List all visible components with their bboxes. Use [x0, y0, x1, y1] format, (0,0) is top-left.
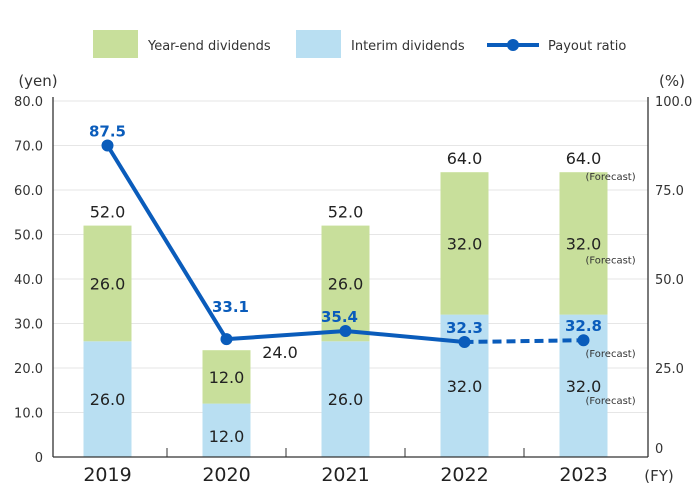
payout-line-segment — [345, 328, 465, 345]
label-year-end: 26.0 — [328, 274, 364, 293]
bar-year-end-2022 — [440, 172, 489, 315]
legend-label-interim: Interim dividends — [351, 39, 465, 54]
left-tick-label: 60.0 — [14, 184, 43, 199]
x-tick-label: 2020 — [202, 464, 250, 486]
forecast-note-total: (Forecast) — [586, 172, 636, 183]
x-axis-unit-label: (FY) — [644, 467, 674, 485]
bar-year-end-2021 — [321, 225, 370, 342]
payout-line-segment-forecast — [464, 338, 584, 345]
x-tick-label: 2023 — [559, 464, 607, 486]
label-year-end: 32.0 — [566, 234, 602, 253]
label-year-end: 26.0 — [90, 274, 126, 293]
label-interim: 26.0 — [328, 390, 364, 409]
bar-year-end-2023 — [559, 172, 608, 315]
bar-interim-2020 — [202, 403, 251, 457]
left-axis-label: (yen) — [18, 72, 57, 90]
label-interim: 12.0 — [209, 427, 245, 446]
label-interim: 32.0 — [566, 377, 602, 396]
right-tick-label: 25.0 — [655, 362, 684, 377]
left-tick-label: 80.0 — [14, 95, 43, 110]
bar-interim-2019 — [83, 341, 132, 457]
legend-swatch-interim — [296, 30, 341, 58]
left-tick-label: 20.0 — [14, 362, 43, 377]
x-tick-label: 2022 — [440, 464, 488, 486]
payout-line-segment — [226, 328, 346, 342]
x-tick-label: 2021 — [321, 464, 369, 486]
legend — [93, 30, 539, 58]
bar-interim-2021 — [321, 341, 370, 457]
label-total: 64.0 — [566, 149, 602, 168]
right-tick-label: 50.0 — [655, 273, 684, 288]
label-total: 24.0 — [262, 343, 298, 362]
payout-point-2023 — [577, 334, 590, 347]
left-tick-label: 10.0 — [14, 407, 43, 422]
payout-label: 87.5 — [89, 123, 126, 141]
left-tick-label: 70.0 — [14, 140, 43, 155]
legend-label-payout: Payout ratio — [548, 39, 626, 54]
left-tick-label: 50.0 — [14, 229, 43, 244]
right-axis-label: (%) — [659, 72, 685, 90]
legend-label-year-end: Year-end dividends — [147, 39, 271, 54]
legend-swatch-year-end — [93, 30, 138, 58]
payout-label: 32.8 — [565, 317, 602, 335]
forecast-note-interim: (Forecast) — [586, 396, 636, 407]
right-tick-label: 75.0 — [655, 184, 684, 199]
forecast-note-payout: (Forecast) — [586, 349, 636, 360]
bar-year-end-2020 — [202, 350, 251, 404]
label-year-end: 32.0 — [447, 234, 483, 253]
label-total: 52.0 — [328, 203, 364, 222]
label-total: 52.0 — [90, 203, 126, 222]
forecast-note-year-end: (Forecast) — [586, 255, 636, 266]
payout-point-2019 — [101, 139, 114, 152]
right-tick-label: 100.0 — [655, 95, 692, 110]
payout-label: 32.3 — [446, 319, 483, 337]
left-tick-label: 0 — [35, 451, 43, 466]
legend-marker-payout — [507, 39, 519, 51]
left-tick-label: 30.0 — [14, 318, 43, 333]
right-tick-label: 0 — [655, 442, 663, 457]
payout-label: 33.1 — [212, 298, 249, 316]
label-interim: 26.0 — [90, 390, 126, 409]
x-tick-label: 2019 — [83, 464, 131, 486]
label-total: 64.0 — [447, 149, 483, 168]
payout-label: 35.4 — [321, 308, 358, 326]
payout-point-2020 — [220, 333, 233, 346]
payout-point-2022 — [458, 336, 471, 349]
bar-year-end-2019 — [83, 225, 132, 342]
label-year-end: 12.0 — [209, 368, 245, 387]
payout-point-2021 — [339, 324, 352, 337]
left-tick-label: 40.0 — [14, 273, 43, 288]
label-interim: 32.0 — [447, 377, 483, 396]
payout-line-segment — [105, 144, 229, 341]
